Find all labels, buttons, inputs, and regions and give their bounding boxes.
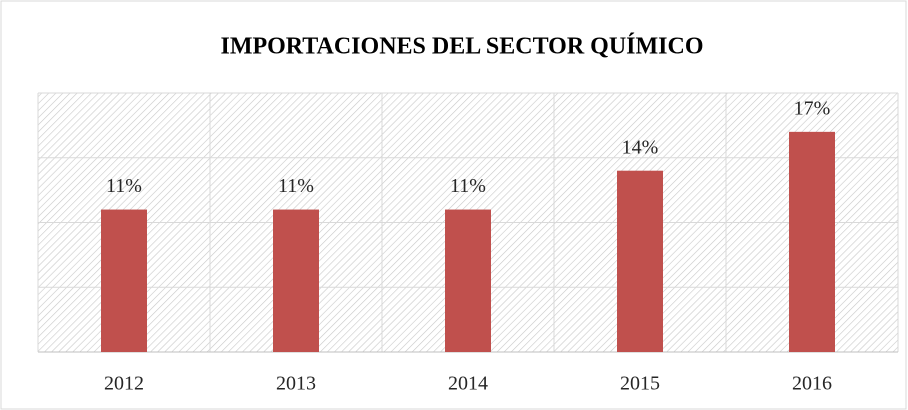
bar — [101, 209, 147, 352]
bar — [273, 209, 319, 352]
data-label: 11% — [450, 175, 486, 197]
x-tick-label: 2013 — [276, 373, 316, 395]
x-tick-label: 2012 — [104, 373, 144, 395]
x-tick-label: 2016 — [792, 373, 832, 395]
data-label: 11% — [106, 175, 142, 197]
bar — [445, 209, 491, 352]
chart-title: IMPORTACIONES DEL SECTOR QUÍMICO — [220, 34, 703, 60]
bar — [789, 131, 835, 352]
x-tick-label: 2015 — [620, 373, 660, 395]
bar — [617, 170, 663, 352]
data-label: 14% — [622, 136, 659, 158]
data-label: 17% — [794, 97, 831, 119]
data-label: 11% — [278, 175, 314, 197]
x-tick-label: 2014 — [448, 373, 488, 395]
